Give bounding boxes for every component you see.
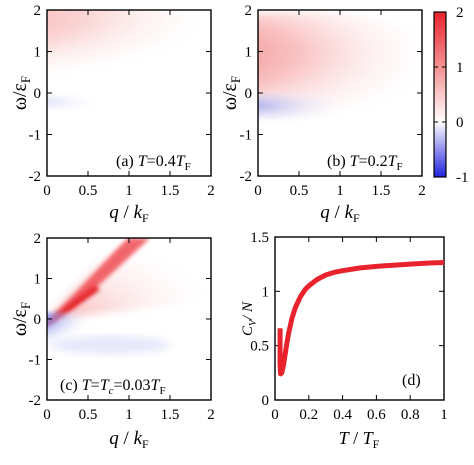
y-tick-label: 2 <box>245 3 253 19</box>
y-tick-label: 1 <box>34 272 42 288</box>
x-tick-label: 0 <box>254 183 262 199</box>
colorbar-tick-label: 0 <box>456 115 464 131</box>
ylabel-a: ω/εF <box>9 76 33 110</box>
colorbar-tick-label: 2 <box>456 5 464 21</box>
x-tick-label: 1 <box>336 183 344 199</box>
xlabel-c: q / kF <box>109 428 149 451</box>
y-tick-label: 0 <box>245 86 253 102</box>
annotation-b: (b) T=0.2TF <box>327 153 403 173</box>
cv-series-line <box>277 260 445 377</box>
y-tick-label: -1 <box>29 128 42 144</box>
y-tick-label: -2 <box>29 169 42 185</box>
x-tick-label: 2 <box>207 407 215 423</box>
x-tick-label: 0 <box>271 407 279 423</box>
xlabel-b: q / kF <box>320 202 360 225</box>
panel-a: 0 0.5 1 1.5 2 2 1 0 -1 -2 (a) T=0.4TF ω/εF q / kF <box>9 3 215 225</box>
ylabel-d: CV/ N <box>240 301 259 336</box>
y-tick-label: 2 <box>34 3 42 19</box>
x-tick-label: 0.5 <box>79 407 98 423</box>
annotation-a: (a) T=0.4TF <box>116 153 191 173</box>
ylabel-b: ω/εF <box>219 76 243 110</box>
y-tick-label: 0 <box>34 312 42 328</box>
x-tick-label: 0 <box>43 407 51 423</box>
panel-d: 0 0.2 0.4 0.6 0.8 1 1.5 1 0.5 0 (d) CV/ N T / TF <box>240 230 448 451</box>
annotation-d: (d) <box>402 372 421 389</box>
y-tick-label: 1 <box>34 45 42 61</box>
x-tick-label: 0 <box>43 183 51 199</box>
x-tick-label: 0.8 <box>401 407 420 423</box>
x-tick-label: 1.5 <box>372 183 391 199</box>
xlabel-a: q / kF <box>109 202 149 225</box>
y-tick-label: -2 <box>240 169 253 185</box>
x-tick-label: 1.5 <box>161 407 180 423</box>
y-tick-label: -1 <box>240 128 253 144</box>
y-tick-label: -1 <box>29 353 42 369</box>
x-tick-label: 1.5 <box>161 183 180 199</box>
colorbar <box>433 11 447 178</box>
heatmap-c <box>47 238 211 400</box>
x-tick-label: 2 <box>207 183 215 199</box>
heatmap-a <box>47 10 211 176</box>
x-tick-label: 0.4 <box>333 407 352 423</box>
ticks-a: 0 0.5 1 1.5 2 2 1 0 -1 -2 <box>29 3 215 199</box>
y-tick-label: 0 <box>262 393 270 409</box>
colorbar-tick-label: 1 <box>456 60 464 76</box>
y-tick-label: 2 <box>34 231 42 247</box>
x-tick-label: 0.6 <box>367 407 386 423</box>
xlabel-d: T / TF <box>339 428 380 451</box>
x-tick-label: 2 <box>418 183 426 199</box>
ticks-c: 0 0.5 1 1.5 2 2 1 0 -1 -2 <box>29 231 215 423</box>
x-tick-label: 1 <box>440 407 448 423</box>
x-tick-label: 0.2 <box>299 407 318 423</box>
y-tick-label: 1.5 <box>250 230 269 246</box>
ticks-d: 0 0.2 0.4 0.6 0.8 1 1.5 1 0.5 0 <box>250 230 448 423</box>
x-tick-label: 0.5 <box>290 183 309 199</box>
y-tick-label: 0 <box>34 86 42 102</box>
panel-c: 0 0.5 1 1.5 2 2 1 0 -1 -2 (c) T=Tc=0.03TF ω/εF q … <box>9 231 215 451</box>
ticks-b: 0 0.5 1 1.5 2 2 1 0 -1 -2 <box>240 3 426 199</box>
y-tick-label: -2 <box>29 393 42 409</box>
colorbar-ticks: 2 1 0 -1 <box>434 5 469 186</box>
heatmap-b <box>258 10 422 176</box>
x-tick-label: 1 <box>125 183 133 199</box>
x-tick-label: 1 <box>125 407 133 423</box>
panel-b: 0 0.5 1 1.5 2 2 1 0 -1 -2 (b) T=0.2TF ω/εF q / kF… <box>219 3 469 225</box>
colorbar-tick-label: -1 <box>456 170 469 186</box>
annotation-c: (c) T=Tc=0.03TF <box>60 377 166 397</box>
ylabel-c: ω/εF <box>9 302 33 336</box>
y-tick-label: 1 <box>262 284 270 300</box>
x-tick-label: 0.5 <box>79 183 98 199</box>
y-tick-label: 1 <box>245 45 253 61</box>
y-tick-label: 0.5 <box>250 339 269 355</box>
